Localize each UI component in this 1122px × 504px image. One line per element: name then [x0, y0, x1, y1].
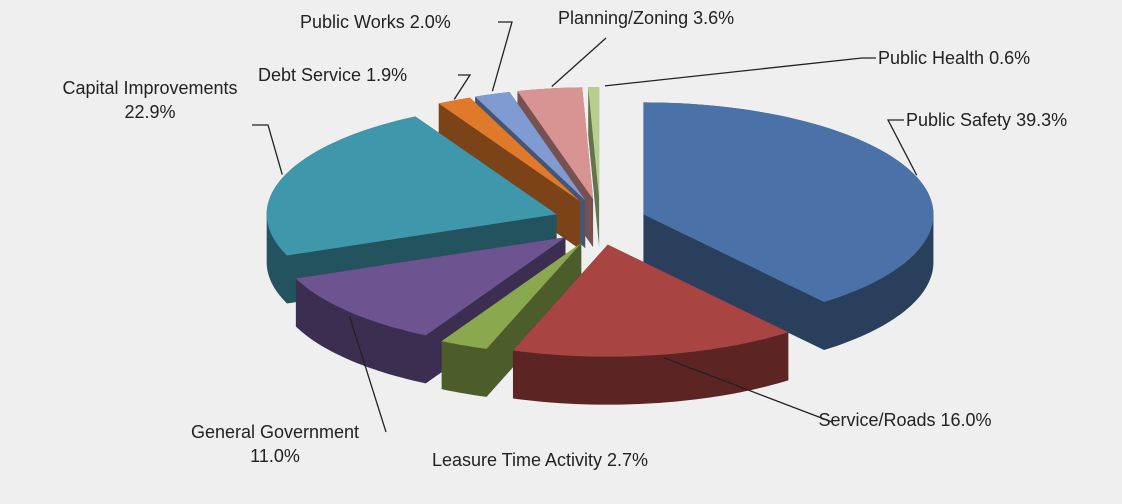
data-label: Debt Service 1.9% — [258, 63, 407, 87]
slice — [588, 87, 600, 200]
leader-line — [252, 124, 283, 175]
leader-line — [348, 315, 387, 433]
slice — [438, 97, 581, 202]
data-label: Capital Improvements 22.9% — [60, 76, 240, 124]
data-label: Public Health 0.6% — [878, 46, 1030, 70]
slice — [512, 244, 789, 357]
leader-line — [491, 21, 513, 92]
value-label: 0.6% — [989, 48, 1031, 68]
leader-line — [551, 37, 607, 87]
value-label: 11.0% — [250, 446, 300, 466]
data-label: Public Works 2.0% — [300, 10, 451, 34]
slice — [475, 92, 586, 201]
value-label: 39.3% — [1016, 110, 1068, 130]
slice — [517, 87, 594, 200]
slice — [266, 116, 557, 256]
value-label: 2.0% — [409, 12, 451, 32]
data-label: Public Safety 39.3% — [906, 108, 1067, 132]
category-name: Leasure Time Activity — [431, 450, 603, 470]
data-label: Service/Roads 16.0% — [815, 408, 995, 432]
leader-line — [663, 357, 833, 423]
category-name: Service/Roads — [818, 410, 936, 430]
category-name: Public Health — [878, 48, 985, 68]
category-name: Planning/Zoning — [558, 8, 689, 28]
value-label: 2.7% — [607, 450, 649, 470]
category-name: Capital Improvements — [62, 78, 238, 98]
category-name: Public Safety — [906, 110, 1012, 130]
slice — [295, 237, 566, 336]
category-name: Debt Service — [258, 65, 362, 85]
value-label: 16.0% — [940, 410, 992, 430]
slice — [643, 102, 934, 303]
slice — [441, 243, 582, 349]
value-label: 22.9% — [124, 102, 176, 122]
category-name: General Government — [190, 422, 360, 442]
category-name: Public Works — [300, 12, 405, 32]
data-label: Planning/Zoning 3.6% — [558, 6, 734, 30]
value-label: 1.9% — [366, 65, 408, 85]
leader-line — [453, 74, 472, 100]
leader-line — [604, 57, 876, 87]
value-label: 3.6% — [693, 8, 735, 28]
data-label: General Government 11.0% — [165, 420, 385, 468]
leader-line — [886, 119, 918, 176]
data-label: Leasure Time Activity 2.7% — [425, 448, 655, 472]
